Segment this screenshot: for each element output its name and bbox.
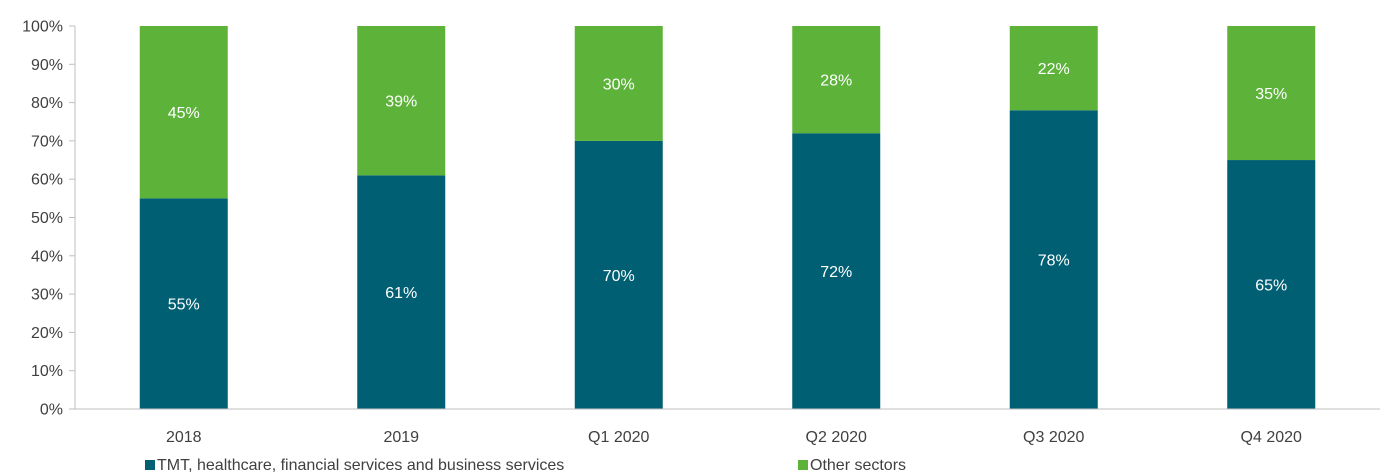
x-tick-label: 2019 [383, 429, 419, 446]
bar-segment [1227, 26, 1316, 161]
x-axis: 2018 2019 Q1 2020 Q2 2020 Q3 2020 Q4 2020 [75, 408, 1380, 446]
bar-segment [792, 26, 881, 134]
bar-segment [792, 133, 881, 410]
x-tick-label: Q3 2020 [1023, 429, 1084, 446]
bar-segment [357, 26, 446, 176]
x-tick-label: Q1 2020 [588, 429, 649, 446]
data-label: 70% [603, 268, 635, 285]
bar-segment [1009, 110, 1098, 409]
y-tick-label: 70% [31, 133, 63, 150]
x-tick-label: Q4 2020 [1241, 429, 1302, 446]
data-label: 61% [385, 285, 417, 302]
y-tick-label: 50% [31, 210, 63, 227]
y-tick-label: 80% [31, 95, 63, 112]
data-label: 28% [820, 73, 852, 90]
bar-segment [357, 175, 446, 409]
legend-label: TMT, healthcare, financial services and … [157, 457, 564, 473]
data-label: 22% [1038, 61, 1070, 78]
x-tick-label: Q2 2020 [806, 429, 867, 446]
legend: TMT, healthcare, financial services and … [145, 457, 906, 473]
y-tick-label: 30% [31, 287, 63, 304]
data-label: 30% [603, 76, 635, 93]
y-tick-label: 40% [31, 248, 63, 265]
data-label: 39% [385, 94, 417, 111]
data-label: 78% [1038, 253, 1070, 270]
legend-swatch [798, 460, 808, 470]
y-tick-label: 20% [31, 325, 63, 342]
y-tick-label: 0% [40, 402, 63, 419]
legend-swatch [145, 460, 155, 470]
legend-label: Other sectors [810, 457, 906, 473]
data-label: 55% [168, 297, 200, 314]
data-label: 35% [1255, 86, 1287, 103]
y-tick-label: 10% [31, 363, 63, 380]
bars-group: 55% 45% 61% 39% 70% 30% 72% 28% 78% 22% 65% 35% [139, 26, 1316, 410]
bar-segment [574, 140, 663, 409]
bar-segment [1009, 26, 1098, 111]
y-axis: 0% 10% 20% 30% 40% 50% 60% 70% 80% 90% 100% [22, 19, 76, 419]
data-label: 65% [1255, 278, 1287, 295]
bar-segment [574, 26, 663, 141]
y-tick-label: 60% [31, 172, 63, 189]
x-tick-label: 2018 [166, 429, 202, 446]
bar-segment [139, 198, 228, 409]
data-label: 45% [168, 105, 200, 122]
bar-segment [1227, 160, 1316, 409]
data-label: 72% [820, 264, 852, 281]
y-tick-label: 100% [22, 19, 63, 36]
bar-segment [139, 26, 228, 199]
y-tick-label: 90% [31, 57, 63, 74]
